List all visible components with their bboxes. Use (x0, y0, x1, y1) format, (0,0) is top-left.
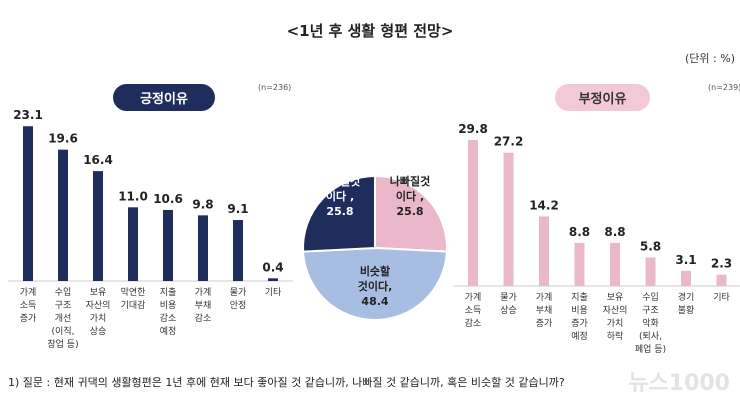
pie-slice (302, 246, 448, 321)
negative-category-label: 지출 비용 증가 예정 (571, 292, 588, 342)
negative-value-label: 8.8 (604, 225, 625, 239)
positive-category-label: 수입 구조 개선 (이직, 창업 등) (47, 286, 78, 350)
positive-category-label: 가계 부채 감소 (195, 286, 212, 324)
positive-value-label: 11.0 (118, 189, 148, 203)
positive-value-label: 10.6 (153, 192, 183, 206)
positive-category-label: 기타 (265, 287, 282, 298)
negative-value-label: 29.8 (458, 122, 488, 136)
pie-slice (302, 174, 376, 253)
negative-bar (539, 216, 549, 286)
positive-title: 긍정이유 (140, 91, 188, 107)
negative-bar (503, 152, 514, 286)
positive-bar (23, 126, 33, 281)
pie-slice-label: 비슷할 것이다, 48.4 (358, 264, 393, 308)
positive-bar (58, 149, 68, 281)
unit-label: (단위 : %) (685, 52, 735, 65)
negative-value-label: 8.8 (569, 225, 590, 239)
positive-bar (198, 215, 208, 281)
positive-bar (268, 278, 278, 281)
negative-category-label: 경기 불황 (678, 291, 695, 316)
pie-slice (374, 174, 448, 253)
positive-category-label: 가계 소득 증가 (20, 286, 37, 324)
negative-category-label: 가계 부채 증가 (536, 291, 553, 329)
footnote: 1) 질문 : 현재 귀댁의 생활형편은 1년 후에 현재 보다 좋아질 것 같… (8, 375, 565, 389)
positive-category-label: 물가 안정 (230, 287, 247, 311)
negative-n-note: (n=239) (708, 83, 740, 92)
positive-value-label: 9.1 (227, 202, 248, 216)
positive-category-label: 지출 비용 감소 예정 (160, 287, 177, 337)
negative-value-label: 27.2 (494, 135, 524, 149)
positive-bar (93, 171, 103, 281)
negative-bar (716, 274, 727, 286)
negative-bar (645, 257, 656, 286)
negative-bar (610, 242, 620, 286)
pie-slice-label: 나빠질것 이다 , 25.8 (390, 174, 430, 218)
positive-value-label: 0.4 (262, 260, 283, 274)
negative-bar (468, 139, 478, 286)
negative-category-label: 기타 (713, 292, 730, 303)
negative-category-label: 가계 소득 감소 (465, 291, 482, 329)
positive-value-label: 23.1 (13, 108, 43, 122)
negative-title: 부정이유 (579, 91, 627, 107)
positive-n-note: (n=236) (258, 83, 291, 92)
positive-category-label: 막연한 기대감 (121, 287, 146, 311)
positive-bar (128, 207, 138, 281)
negative-title-pill (555, 84, 650, 111)
negative-category-label: 보유 자산의 가치 하락 (603, 292, 628, 342)
negative-value-label: 14.2 (529, 198, 559, 212)
positive-bar (233, 220, 243, 281)
chart-title: <1년 후 생활 형편 전망> (287, 22, 454, 40)
negative-category-label: 물가 상승 (500, 292, 517, 316)
negative-category-label: 수입 구조 악화 (퇴사, 폐업 등) (635, 291, 666, 355)
negative-value-label: 5.8 (640, 240, 661, 254)
positive-bar (163, 209, 173, 281)
positive-value-label: 19.6 (48, 132, 78, 146)
negative-value-label: 2.3 (711, 257, 732, 271)
positive-category-label: 보유 자산의 가치 상승 (86, 287, 111, 337)
negative-value-label: 3.1 (675, 253, 696, 267)
positive-title-pill (113, 84, 215, 111)
negative-bar (681, 270, 691, 286)
negative-bar (574, 242, 585, 286)
pie-slice-label: 좋아질것 이다 , 25.8 (320, 174, 360, 218)
positive-value-label: 16.4 (83, 153, 113, 167)
positive-value-label: 9.8 (192, 197, 213, 211)
watermark: 뉴스1000 (628, 371, 730, 396)
